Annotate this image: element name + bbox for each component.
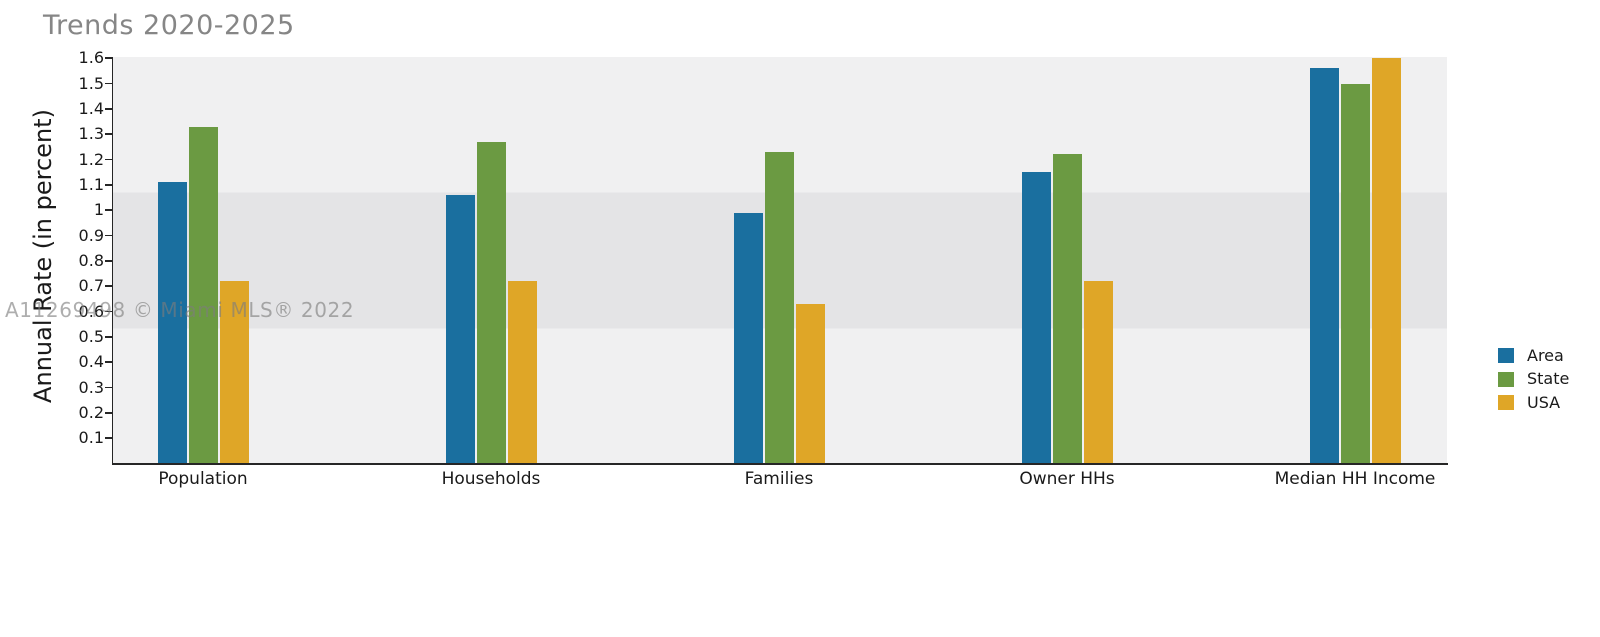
y-tick-label: 0.3 xyxy=(78,377,104,397)
y-tick-mark xyxy=(105,437,112,439)
y-tick-mark xyxy=(105,184,112,186)
legend-swatch-state xyxy=(1498,371,1514,387)
x-label-owner-hhs: Owner HHs xyxy=(1019,469,1115,489)
x-label-median-hh-income: Median HH Income xyxy=(1274,469,1436,489)
y-axis-spine xyxy=(111,57,114,464)
x-label-households: Households xyxy=(441,469,541,489)
y-tick-label: 1.3 xyxy=(78,124,104,144)
y-tick-label: 0.8 xyxy=(78,250,104,270)
y-tick-mark xyxy=(105,412,112,414)
bar-usa-owner-hhs xyxy=(1083,281,1113,464)
y-tick-mark xyxy=(105,57,112,59)
legend-label-state: State xyxy=(1527,369,1570,388)
bar-state-families xyxy=(764,151,794,464)
y-tick-mark xyxy=(105,260,112,262)
legend-swatch-area xyxy=(1498,348,1514,363)
y-tick-label: 0.1 xyxy=(78,428,104,448)
y-tick-label: 1 xyxy=(93,200,104,220)
bar-usa-families xyxy=(795,303,825,464)
bar-area-owner-hhs xyxy=(1021,172,1051,464)
y-tick-label: 0.2 xyxy=(78,402,104,422)
x-label-population: Population xyxy=(158,469,248,489)
y-tick-mark xyxy=(105,133,112,135)
bar-usa-median-hh-income xyxy=(1371,58,1401,464)
x-label-families: Families xyxy=(744,469,814,489)
y-tick-mark xyxy=(105,158,112,161)
y-tick-label: 1.1 xyxy=(78,174,104,194)
bar-usa-population xyxy=(219,281,249,464)
y-tick-mark xyxy=(105,336,112,338)
y-tick-label: 1.4 xyxy=(78,98,104,118)
y-tick-mark xyxy=(105,361,112,363)
bar-state-median-hh-income xyxy=(1340,83,1370,464)
bar-state-population xyxy=(188,126,218,464)
y-tick-label: 0.5 xyxy=(78,326,104,346)
bar-area-families xyxy=(733,212,763,464)
bar-area-population xyxy=(157,182,187,464)
y-tick-label: 1.5 xyxy=(78,73,104,93)
legend-swatch-usa xyxy=(1498,395,1514,410)
y-tick-label: 1.6 xyxy=(78,48,104,68)
y-tick-mark xyxy=(105,209,112,211)
watermark: A11269498 © Miami MLS® 2022 xyxy=(5,298,355,322)
chart-title: Trends 2020-2025 xyxy=(43,10,295,41)
y-tick-label: 0.6 xyxy=(78,301,104,321)
bar-area-households xyxy=(445,195,475,464)
bar-state-households xyxy=(476,141,506,464)
y-tick-label: 0.9 xyxy=(78,225,104,245)
y-tick-mark xyxy=(105,108,112,110)
bar-state-owner-hhs xyxy=(1052,154,1082,464)
y-tick-mark xyxy=(105,234,112,237)
y-tick-mark xyxy=(105,285,112,287)
y-tick-mark xyxy=(105,82,112,85)
bar-area-median-hh-income xyxy=(1309,68,1339,464)
legend-label-usa: USA xyxy=(1527,392,1561,412)
y-tick-label: 0.7 xyxy=(78,276,104,296)
y-tick-label: 1.2 xyxy=(78,149,104,169)
legend-label-area: Area xyxy=(1527,345,1564,365)
y-tick-mark xyxy=(105,310,112,313)
y-tick-mark xyxy=(105,386,112,389)
bar-usa-households xyxy=(507,281,537,464)
x-axis-spine xyxy=(111,462,1448,466)
y-tick-label: 0.4 xyxy=(78,352,104,372)
